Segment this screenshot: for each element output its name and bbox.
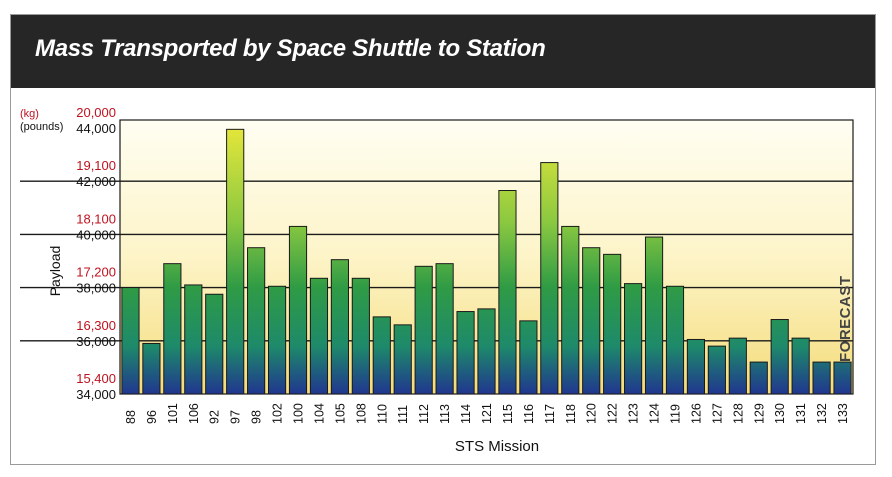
bar <box>665 285 685 395</box>
bar <box>686 338 706 395</box>
bar <box>791 337 810 395</box>
bar <box>247 247 266 395</box>
bar <box>414 265 433 395</box>
x-tick-label: 102 <box>271 403 285 424</box>
bar <box>812 361 831 395</box>
x-tick-label: 104 <box>312 403 326 424</box>
x-tick-label: 120 <box>585 403 599 424</box>
y-tick-label-kg: 15,400 <box>76 371 116 386</box>
bar <box>749 361 768 395</box>
bar <box>205 293 224 395</box>
x-tick-label: 121 <box>480 403 494 424</box>
x-tick-label: 118 <box>564 404 578 424</box>
x-tick-label: 97 <box>229 410 243 424</box>
bar <box>603 253 622 395</box>
x-tick-label: 101 <box>166 403 180 424</box>
x-tick-label: 88 <box>124 410 138 424</box>
x-tick-label: 133 <box>836 403 850 424</box>
y-tick-label-lb: 36,000 <box>76 334 116 349</box>
y-axis-label: Payload <box>47 246 63 297</box>
bar <box>184 284 203 395</box>
bar <box>330 259 349 395</box>
y-tick-label-lb: 40,000 <box>76 227 116 242</box>
x-tick-label: 126 <box>689 403 703 424</box>
y-unit-kg-label: (kg) <box>20 108 39 120</box>
y-tick-label-kg: 16,300 <box>76 318 116 333</box>
forecast-label: FORECAST <box>837 276 854 363</box>
bar <box>142 342 161 395</box>
y-tick-label-lb: 44,000 <box>76 121 116 136</box>
x-tick-label: 122 <box>606 403 620 424</box>
x-tick-label: 105 <box>333 403 347 424</box>
x-tick-label: 129 <box>752 403 766 424</box>
bar <box>351 277 370 395</box>
bar <box>498 190 517 395</box>
x-tick-label: 108 <box>354 403 368 424</box>
bar <box>519 320 538 395</box>
bar <box>163 263 182 395</box>
y-tick-label-kg: 17,200 <box>76 265 116 280</box>
bar <box>582 247 601 395</box>
x-axis-label: STS Mission <box>455 438 539 455</box>
y-tick-label-lb: 34,000 <box>76 387 116 402</box>
x-tick-label: 128 <box>731 403 745 424</box>
chart-header: Mass Transported by Space Shuttle to Sta… <box>11 15 875 88</box>
x-tick-label: 123 <box>627 403 641 424</box>
bar <box>288 225 308 395</box>
y-tick-label-lb: 38,000 <box>76 281 116 296</box>
x-tick-label: 96 <box>145 410 159 424</box>
bar <box>226 128 245 395</box>
bar <box>435 263 454 395</box>
x-tick-label: 110 <box>375 404 389 424</box>
bar <box>540 162 559 395</box>
x-tick-label: 106 <box>187 403 201 424</box>
bar <box>477 308 496 395</box>
y-unit-lb-label: (pounds) <box>20 121 63 133</box>
x-tick-label: 124 <box>648 403 662 424</box>
x-tick-label: 114 <box>459 404 473 424</box>
bar <box>309 277 329 395</box>
y-tick-label-kg: 20,000 <box>76 105 116 120</box>
x-tick-label: 100 <box>292 403 306 424</box>
x-tick-label: 92 <box>208 410 222 424</box>
bar <box>393 324 412 395</box>
x-tick-label: 119 <box>668 404 682 424</box>
y-tick-label-kg: 18,100 <box>76 211 116 226</box>
bar <box>833 361 852 395</box>
x-tick-label: 115 <box>501 404 515 424</box>
x-tick-label: 131 <box>794 403 808 424</box>
x-tick-label: 130 <box>773 403 787 424</box>
x-tick-label: 98 <box>250 410 264 424</box>
y-tick-label-kg: 19,100 <box>76 158 116 173</box>
bar <box>372 316 391 395</box>
chart-title: Mass Transported by Space Shuttle to Sta… <box>35 35 546 62</box>
x-tick-label: 111 <box>396 405 410 424</box>
bar <box>624 283 643 395</box>
bar <box>770 319 789 395</box>
x-tick-label: 117 <box>543 404 557 424</box>
bar <box>456 311 475 395</box>
x-tick-label: 116 <box>522 404 536 424</box>
bar <box>267 285 287 395</box>
bar <box>728 337 747 395</box>
bar <box>644 236 664 395</box>
bar <box>561 225 580 395</box>
x-tick-label: 127 <box>710 403 724 424</box>
x-tick-label: 113 <box>438 404 452 424</box>
y-tick-label-lb: 42,000 <box>76 174 116 189</box>
bar <box>121 287 140 395</box>
x-tick-label: 112 <box>417 404 431 424</box>
x-tick-label: 132 <box>815 403 829 424</box>
bar <box>707 345 726 395</box>
